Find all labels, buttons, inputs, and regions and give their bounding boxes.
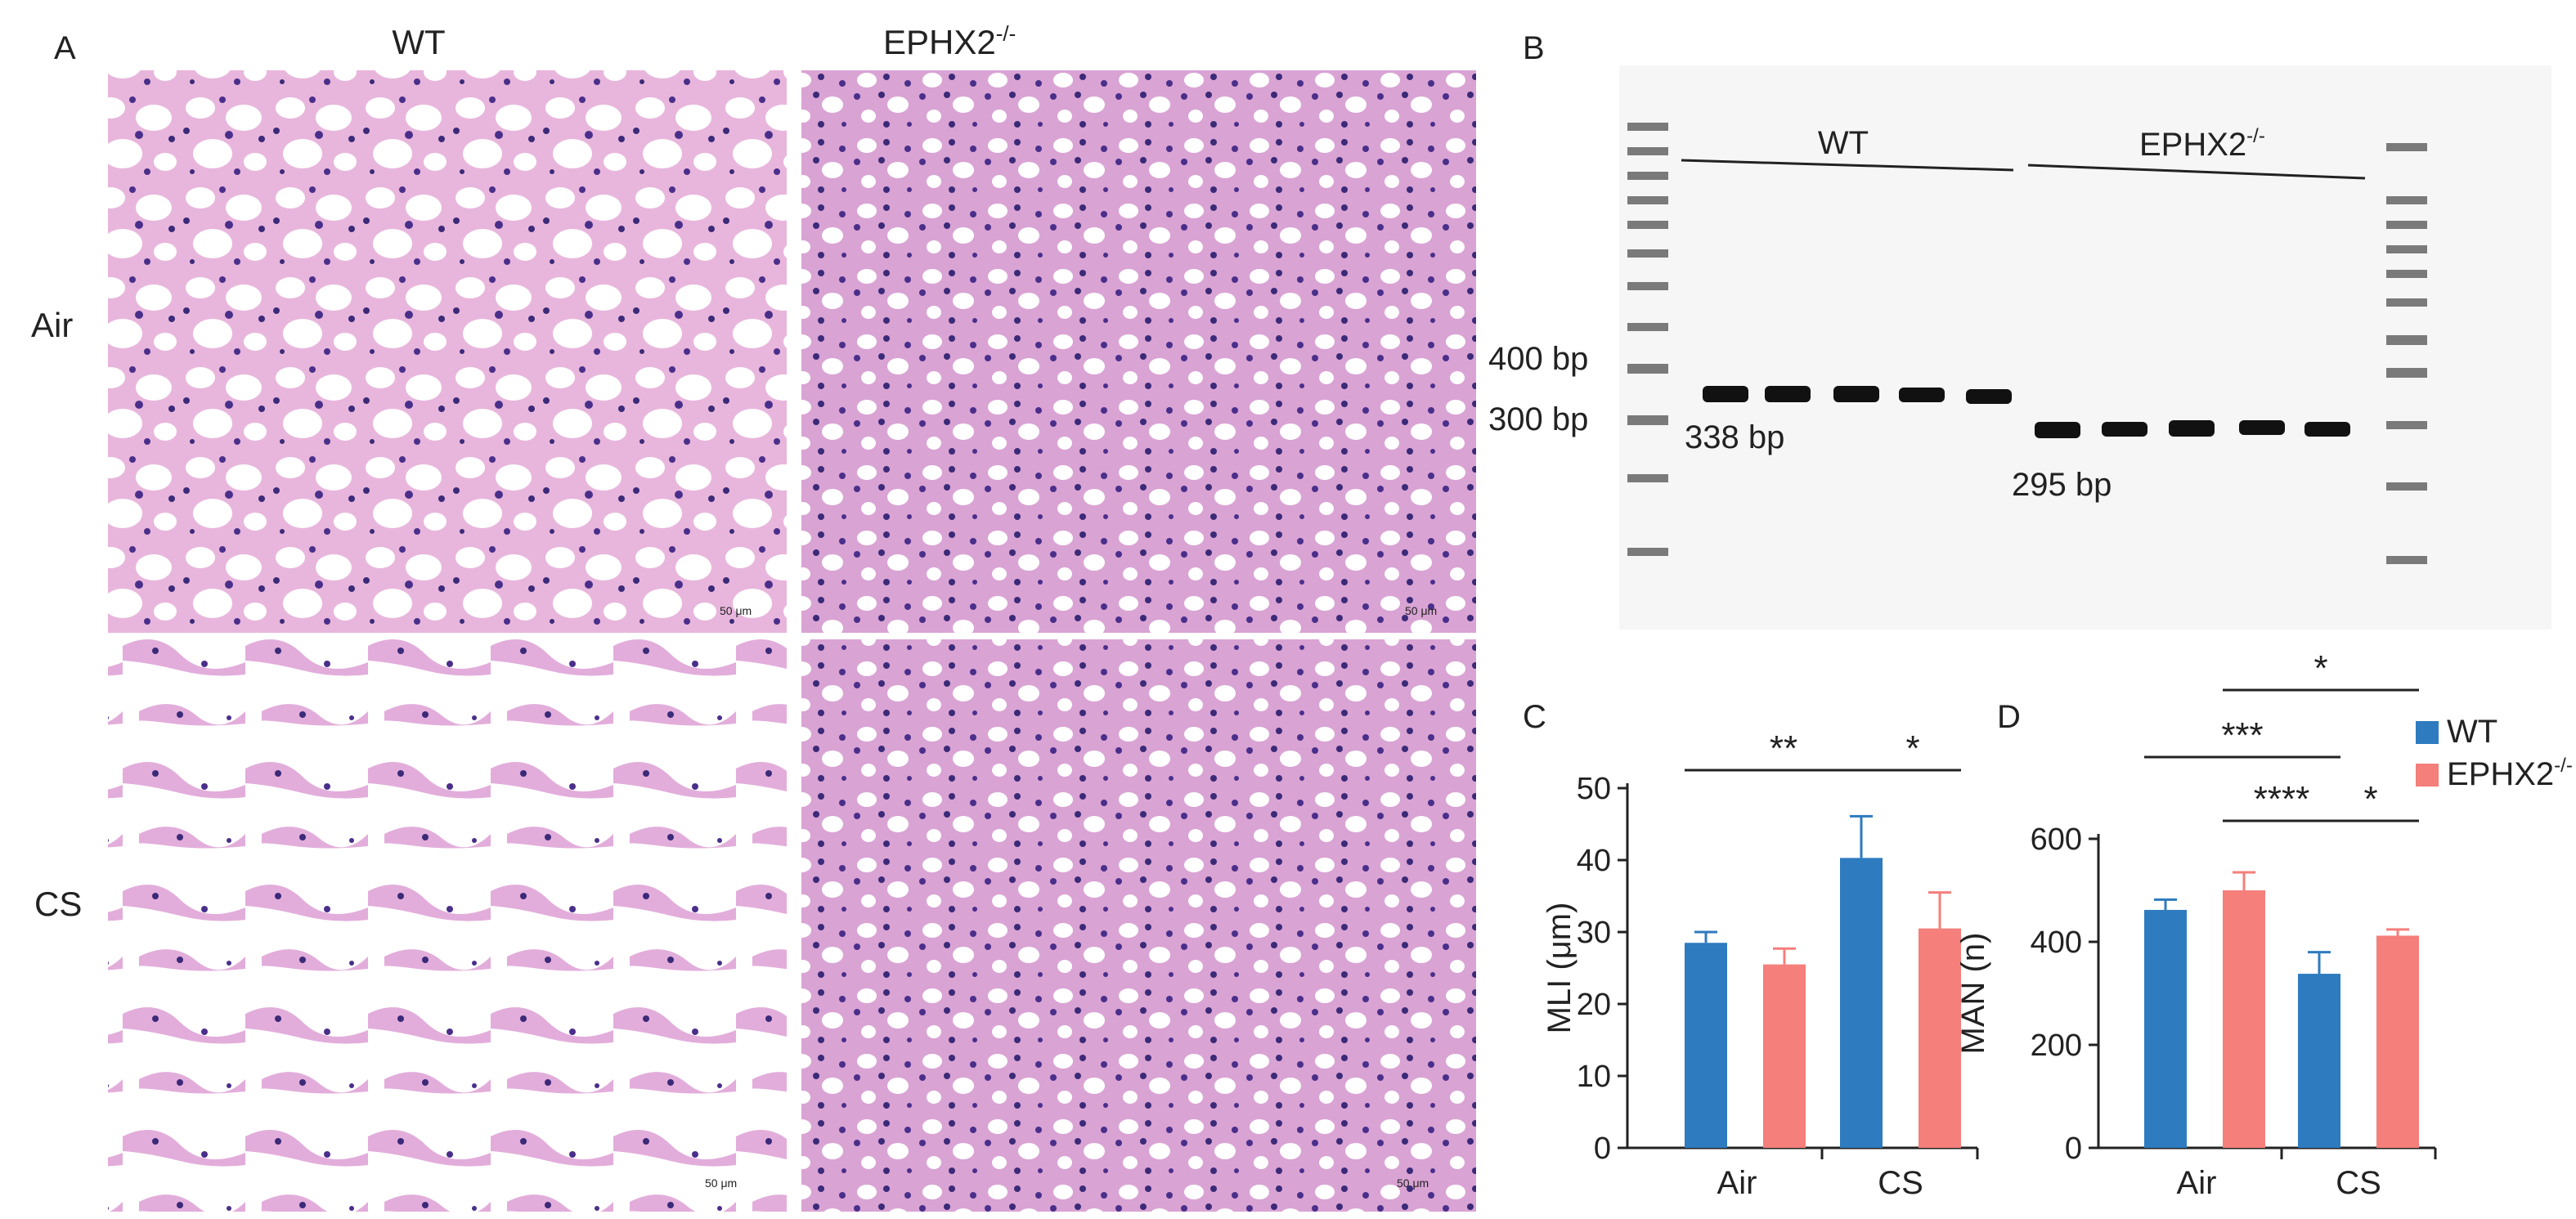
legend-swatch-ko	[2416, 764, 2439, 787]
legend-label-wt: WT	[2447, 714, 2497, 750]
micrograph-ko-cs: 50 μm	[801, 639, 1476, 1212]
y-tick-label: 50	[1577, 772, 1611, 806]
y-tick-label: 10	[1577, 1060, 1611, 1094]
y-tick-label: 0	[1594, 1132, 1611, 1166]
wt-bands	[1703, 386, 2012, 404]
significance-label: **	[1770, 728, 1797, 769]
scale-bar-label: 50 μm	[705, 1176, 737, 1190]
panel-a-letter: A	[54, 30, 76, 66]
micrograph-ko-air: 50 μm	[801, 70, 1476, 633]
marker-300: 300 bp	[1488, 401, 1588, 437]
panel-a-row-air: Air	[31, 306, 73, 344]
band-label-ko: 295 bp	[2012, 467, 2112, 503]
y-tick-label: 20	[1577, 988, 1611, 1022]
marker-400: 400 bp	[1488, 341, 1588, 377]
y-axis-label: MLI (μm)	[1542, 903, 1577, 1034]
bar	[2376, 935, 2419, 1148]
micrograph-wt-air: 50 μm	[108, 70, 787, 633]
gel-group-ko-name: EPHX2	[2139, 127, 2246, 163]
panel-a-col-wt: WT	[392, 23, 445, 61]
wt-group-line	[1681, 159, 2014, 172]
scale-bar-label: 50 μm	[720, 604, 752, 617]
significance-label: *	[1905, 728, 1919, 769]
gel-group-ko: EPHX2-/-	[2139, 125, 2265, 163]
x-tick-label: Air	[2177, 1165, 2217, 1201]
ladder-left	[1627, 123, 1668, 556]
panel-a-col-ko: EPHX2-/-	[883, 21, 1016, 61]
legend-label-ko-sup: -/-	[2554, 755, 2573, 777]
panel-b-letter: B	[1523, 30, 1545, 66]
bar	[2298, 974, 2340, 1148]
scale-bar-label: 50 μm	[1405, 604, 1437, 617]
legend-label-ko: EPHX2-/-	[2447, 755, 2573, 792]
ko-group-line	[2027, 164, 2366, 180]
bar	[1840, 858, 1883, 1148]
ko-bands	[2035, 420, 2350, 438]
significance-label: *	[2313, 648, 2327, 688]
significance-label: *	[2363, 779, 2377, 819]
band-label-wt: 338 bp	[1685, 419, 1784, 455]
agarose-gel	[1619, 65, 2551, 630]
scale-bar-label: 50 μm	[1397, 1176, 1429, 1190]
significance-label: ****	[2254, 779, 2310, 819]
bar	[1763, 964, 1806, 1148]
y-tick-label: 30	[1577, 916, 1611, 950]
panel-a-col-ko-sup: -/-	[996, 21, 1016, 46]
panel-d-letter: D	[1997, 699, 2021, 735]
y-tick-label: 200	[2031, 1029, 2082, 1063]
x-tick-label: CS	[1878, 1165, 1923, 1201]
y-tick-label: 0	[2065, 1132, 2082, 1166]
bar	[2223, 890, 2265, 1148]
panel-c-letter: C	[1523, 699, 1546, 735]
panel-a-col-ko-name: EPHX2	[883, 23, 996, 61]
y-tick-label: 600	[2031, 822, 2082, 857]
bar	[2144, 909, 2187, 1148]
ladder-right	[2386, 143, 2427, 564]
y-axis-label: MAN (n)	[1955, 933, 1991, 1055]
y-tick-label: 400	[2031, 925, 2082, 960]
gel-group-wt: WT	[1818, 125, 1869, 161]
bar	[1685, 943, 1727, 1148]
gel-group-ko-sup: -/-	[2246, 125, 2265, 147]
bar	[1919, 928, 1961, 1148]
legend-label-ko-name: EPHX2	[2447, 756, 2554, 792]
legend-swatch-wt	[2416, 721, 2439, 744]
panel-a-row-cs: CS	[34, 885, 82, 923]
x-tick-label: CS	[2336, 1165, 2381, 1201]
legend: WT EPHX2-/-	[2416, 714, 2573, 792]
x-tick-label: Air	[1717, 1165, 1757, 1201]
significance-label: ***	[2221, 715, 2263, 755]
y-tick-label: 40	[1577, 844, 1611, 878]
micrograph-wt-cs: 50 μm	[108, 639, 787, 1212]
